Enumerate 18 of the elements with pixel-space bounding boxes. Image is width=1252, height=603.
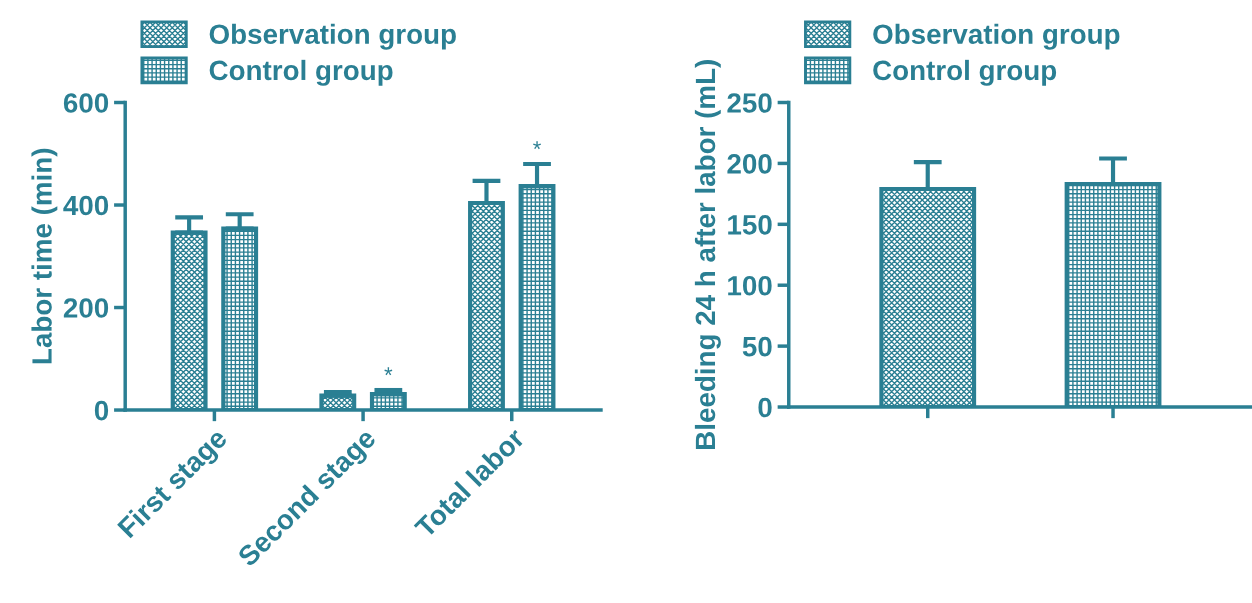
annotation: * <box>533 141 542 150</box>
y-tick-label: 400 <box>63 195 109 216</box>
y-tick-label: 200 <box>63 298 109 318</box>
legend-label: Observation group <box>873 23 1120 50</box>
annotation: * <box>384 367 393 376</box>
y-tick-label: 150 <box>728 214 772 235</box>
legend-label: Observation group <box>209 23 456 50</box>
y-tick-label: 200 <box>727 154 772 174</box>
y-axis-title: Labor time (min) <box>31 148 58 364</box>
y-tick-label: 250 <box>727 93 772 113</box>
y-tick-label: 100 <box>728 275 772 296</box>
y-axis-title: Bleeding 24 h after labor (mL) <box>694 60 721 449</box>
y-tick-label: 600 <box>63 93 109 113</box>
y-tick-label: 0 <box>94 400 109 421</box>
y-tick-label: 50 <box>742 336 772 357</box>
y-tick-label: 0 <box>758 397 772 418</box>
legend-label: Control group <box>873 59 1057 86</box>
legend-label: Control group <box>209 59 393 86</box>
